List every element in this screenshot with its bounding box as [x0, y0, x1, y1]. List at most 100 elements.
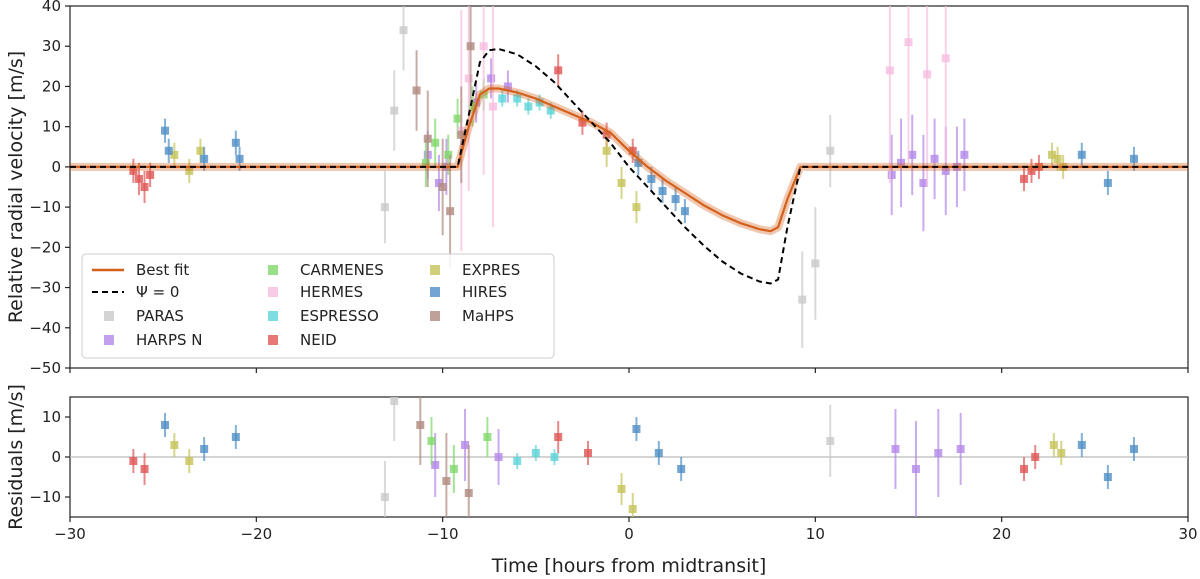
data-point: [934, 449, 943, 457]
data-point: [617, 485, 626, 493]
series-mahps: [416, 397, 473, 517]
rv-model-lines: [70, 48, 1188, 285]
data-point: [1077, 441, 1086, 449]
y-tick-label: 20: [42, 77, 61, 95]
data-point: [390, 397, 399, 405]
series-neid: [129, 54, 1043, 204]
psi-zero-line: [70, 48, 1188, 285]
data-point: [427, 437, 436, 445]
y-tick-label: 0: [51, 448, 61, 466]
data-point: [1049, 441, 1058, 449]
legend-label: Ψ = 0: [136, 283, 179, 301]
legend-swatch: [104, 335, 114, 345]
data-point: [235, 154, 244, 163]
data-point: [513, 94, 522, 103]
series-neid: [129, 421, 1040, 485]
data-point: [908, 150, 917, 159]
data-point: [677, 465, 686, 473]
data-point: [498, 94, 507, 103]
legend-entry-best-fit: Best fit: [92, 261, 189, 279]
legend-label: ESPRESSO: [300, 307, 379, 325]
x-axis-label: Time [hours from midtransit]: [491, 555, 767, 577]
y-tick-label: −10: [29, 488, 61, 506]
data-point: [457, 130, 466, 139]
data-point: [535, 98, 544, 107]
data-point: [185, 457, 194, 465]
data-point: [146, 170, 155, 179]
legend-entry-hires: HIRES: [430, 283, 507, 301]
data-point: [647, 174, 656, 183]
legend-swatch: [268, 335, 278, 345]
legend-label: MaHPS: [462, 307, 514, 325]
legend-entry-hermes: HERMES: [268, 283, 363, 301]
data-point: [919, 178, 928, 187]
legend-swatch: [268, 265, 278, 275]
data-point: [231, 138, 240, 147]
data-point: [904, 38, 913, 47]
data-point: [798, 295, 807, 304]
legend-entry-espresso: ESPRESSO: [268, 307, 379, 325]
legend-label: EXPRES: [462, 261, 520, 279]
data-point: [897, 158, 906, 167]
data-point: [1020, 174, 1029, 183]
data-point: [380, 493, 389, 501]
legend-swatch: [268, 311, 278, 321]
series-espresso: [498, 90, 555, 119]
y-tick-label: −20: [29, 238, 61, 256]
series-harps-n: [423, 58, 969, 232]
series-paras: [380, 397, 835, 517]
data-point: [1047, 150, 1056, 159]
data-point: [941, 54, 950, 63]
data-point: [578, 118, 587, 127]
data-point: [554, 66, 563, 75]
legend-label: CARMENES: [300, 261, 384, 279]
series-mahps: [412, 6, 475, 268]
data-point: [412, 86, 421, 95]
data-point: [461, 441, 470, 449]
data-point: [129, 166, 138, 175]
data-point: [658, 187, 667, 196]
data-point: [1053, 154, 1062, 163]
legend-entry-carmenes: CARMENES: [268, 261, 384, 279]
legend: Best fit Ψ = 0 PARAS HARPS N CARMENES HERMES E…: [81, 253, 555, 359]
legend-label: HIRES: [462, 283, 507, 301]
best-fit-line: [70, 87, 1188, 233]
data-point: [161, 421, 170, 429]
data-point: [1103, 473, 1112, 481]
data-point: [826, 437, 835, 445]
data-point: [399, 26, 408, 35]
x-tick-label: −20: [241, 525, 273, 543]
residuals-y-axis-label: Residuals [m/s]: [5, 384, 27, 530]
x-tick-label: 10: [806, 525, 825, 543]
data-point: [1103, 178, 1112, 187]
data-point: [231, 433, 240, 441]
y-tick-label: 0: [51, 158, 61, 176]
series-harps-n: [431, 409, 965, 517]
data-point: [1077, 150, 1086, 159]
data-point: [550, 453, 559, 461]
y-tick-label: 40: [42, 0, 61, 15]
y-tick-label: 30: [42, 37, 61, 55]
data-point: [1031, 453, 1040, 461]
x-tick-label: −30: [54, 525, 86, 543]
data-point: [200, 154, 209, 163]
legend-label: Best fit: [136, 261, 189, 279]
data-point: [503, 82, 512, 91]
data-point: [140, 465, 149, 473]
rv-panel: −50 −40 −30 −20 −10 0 10 20 30 40 Relative radial…: [5, 0, 1189, 377]
rv-y-ticks: −50 −40 −30 −20 −10 0 10 20 30 40: [29, 0, 70, 377]
y-tick-label: −50: [29, 359, 61, 377]
data-point: [488, 102, 497, 111]
x-tick-label: 20: [992, 525, 1011, 543]
legend-swatch: [268, 287, 278, 297]
y-tick-label: 10: [42, 408, 61, 426]
legend-label: HARPS N: [136, 331, 203, 349]
y-tick-label: −10: [29, 198, 61, 216]
data-point: [434, 178, 443, 187]
rv-x-ticks: [69, 368, 1189, 373]
rv-data-points: [129, 6, 1138, 348]
legend-label: NEID: [300, 331, 337, 349]
legend-entry-paras: PARAS: [104, 307, 184, 325]
legend-label: HERMES: [300, 283, 363, 301]
data-point: [466, 42, 475, 51]
